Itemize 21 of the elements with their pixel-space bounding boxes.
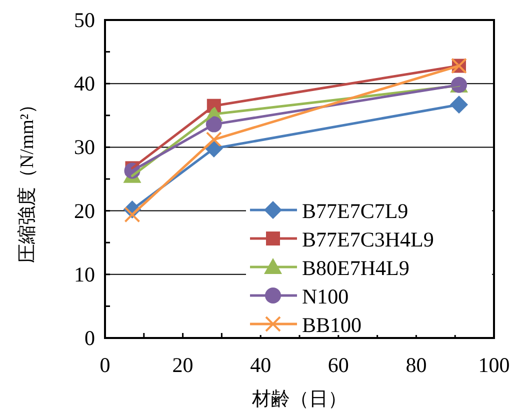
x-tick-label: 20	[172, 353, 194, 377]
point	[124, 206, 140, 223]
legend-label: BB100	[302, 313, 362, 337]
x-tick-label: 80	[406, 353, 427, 377]
x-tick-label: 60	[328, 353, 349, 377]
legend-label: B77E7C3H4L9	[302, 228, 434, 252]
y-tick-label: 30	[74, 135, 95, 160]
legend-label: N100	[302, 284, 349, 308]
x-tick-label: 40	[250, 353, 272, 377]
legend-label: B80E7H4L9	[302, 256, 410, 280]
x-tick-label: 0	[100, 353, 110, 377]
x-axis-title: 材齢（日）	[251, 389, 347, 410]
y-tick-label: 0	[84, 326, 95, 350]
y-tick-label: 50	[74, 8, 95, 32]
x-tick-label: 100	[478, 353, 510, 377]
y-tick-label: 10	[74, 262, 95, 286]
legend-label: B77E7C7L9	[302, 199, 408, 223]
point	[206, 132, 222, 148]
y-tick-label: 20	[74, 198, 95, 223]
y-axis-title: 圧縮強度（N/mm²）	[16, 94, 38, 264]
y-tick-label: 40	[74, 72, 95, 96]
